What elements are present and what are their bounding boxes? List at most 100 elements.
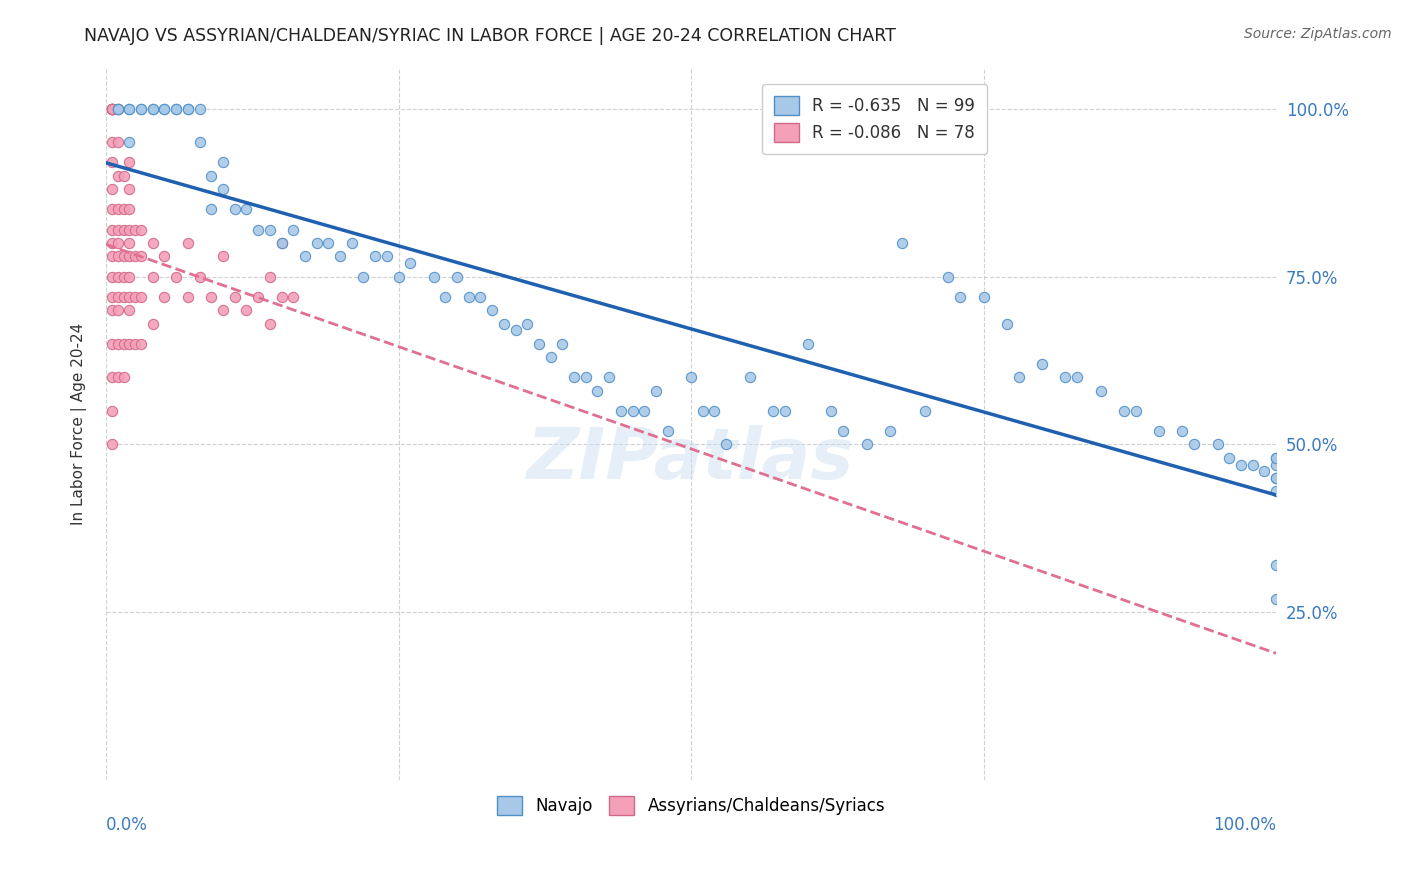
Point — [112, 202, 135, 217]
Point — [1206, 437, 1229, 451]
Point — [914, 404, 936, 418]
Point — [101, 290, 124, 304]
Point — [107, 290, 129, 304]
Point — [177, 235, 200, 250]
Point — [224, 202, 246, 217]
Point — [112, 269, 135, 284]
Point — [200, 290, 222, 304]
Point — [1265, 558, 1288, 573]
Point — [679, 370, 702, 384]
Point — [340, 235, 363, 250]
Point — [598, 370, 620, 384]
Point — [188, 102, 211, 116]
Point — [107, 102, 129, 116]
Point — [188, 269, 211, 284]
Point — [540, 350, 562, 364]
Point — [118, 235, 141, 250]
Point — [434, 290, 457, 304]
Point — [118, 250, 141, 264]
Point — [165, 102, 187, 116]
Point — [1265, 471, 1288, 485]
Point — [470, 290, 492, 304]
Point — [399, 256, 422, 270]
Point — [1265, 450, 1288, 465]
Point — [247, 222, 270, 236]
Y-axis label: In Labor Force | Age 20-24: In Labor Force | Age 20-24 — [72, 323, 87, 525]
Point — [387, 269, 409, 284]
Text: 0.0%: 0.0% — [105, 815, 148, 834]
Point — [107, 202, 129, 217]
Point — [101, 202, 124, 217]
Point — [352, 269, 374, 284]
Point — [329, 250, 352, 264]
Point — [224, 290, 246, 304]
Text: Source: ZipAtlas.com: Source: ZipAtlas.com — [1244, 27, 1392, 41]
Point — [107, 102, 129, 116]
Point — [142, 102, 165, 116]
Point — [762, 404, 785, 418]
Point — [118, 222, 141, 236]
Point — [107, 370, 129, 384]
Point — [259, 269, 281, 284]
Point — [890, 235, 912, 250]
Point — [714, 437, 737, 451]
Point — [375, 250, 398, 264]
Point — [1265, 591, 1288, 606]
Point — [118, 182, 141, 196]
Point — [212, 155, 235, 169]
Point — [551, 336, 574, 351]
Point — [101, 222, 124, 236]
Point — [200, 169, 222, 183]
Point — [153, 102, 176, 116]
Point — [879, 424, 901, 438]
Point — [124, 250, 146, 264]
Point — [118, 102, 141, 116]
Point — [259, 317, 281, 331]
Point — [118, 290, 141, 304]
Point — [107, 303, 129, 318]
Point — [107, 336, 129, 351]
Point — [129, 102, 152, 116]
Point — [101, 235, 124, 250]
Point — [101, 155, 124, 169]
Point — [118, 269, 141, 284]
Point — [112, 222, 135, 236]
Point — [153, 250, 176, 264]
Point — [118, 336, 141, 351]
Point — [1066, 370, 1088, 384]
Point — [283, 290, 305, 304]
Point — [118, 303, 141, 318]
Point — [692, 404, 714, 418]
Point — [112, 290, 135, 304]
Point — [516, 317, 538, 331]
Point — [1125, 404, 1147, 418]
Point — [118, 102, 141, 116]
Point — [188, 136, 211, 150]
Point — [305, 235, 328, 250]
Point — [212, 250, 235, 264]
Point — [1090, 384, 1112, 398]
Point — [124, 290, 146, 304]
Point — [505, 323, 527, 337]
Point — [101, 102, 124, 116]
Point — [1182, 437, 1205, 451]
Point — [101, 250, 124, 264]
Point — [112, 336, 135, 351]
Point — [270, 235, 292, 250]
Point — [142, 317, 165, 331]
Point — [575, 370, 598, 384]
Point — [107, 102, 129, 116]
Point — [938, 269, 960, 284]
Point — [212, 182, 235, 196]
Point — [457, 290, 479, 304]
Point — [153, 290, 176, 304]
Point — [129, 290, 152, 304]
Point — [1054, 370, 1077, 384]
Point — [247, 290, 270, 304]
Point — [107, 235, 129, 250]
Point — [562, 370, 585, 384]
Point — [107, 269, 129, 284]
Point — [855, 437, 877, 451]
Point — [995, 317, 1018, 331]
Point — [101, 182, 124, 196]
